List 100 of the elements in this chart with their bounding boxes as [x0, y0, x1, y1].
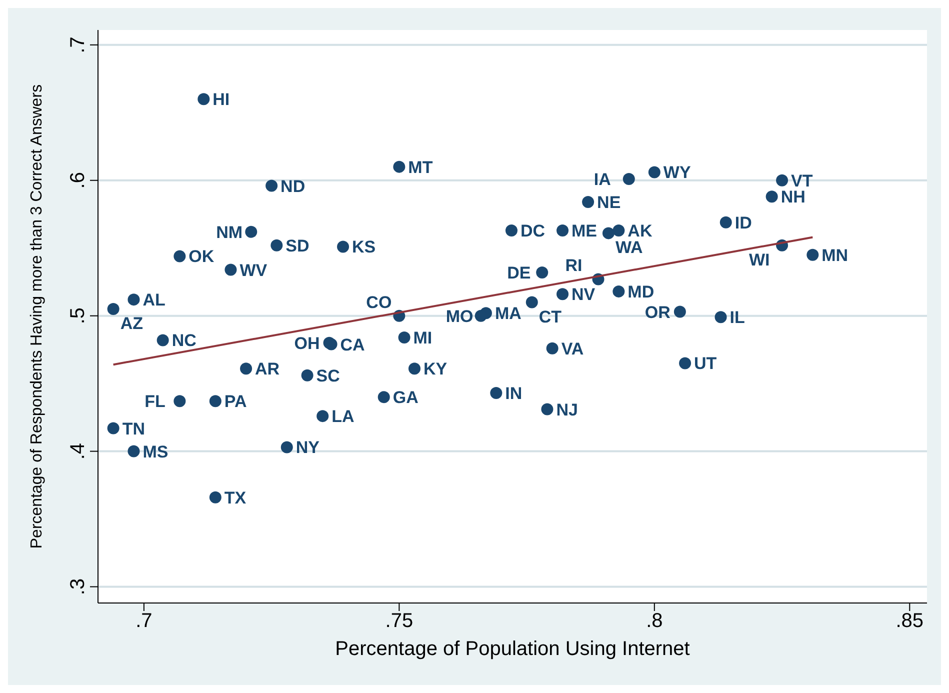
- annotation: NC: [172, 331, 196, 350]
- annotation: CT: [538, 307, 562, 326]
- annotation: DE: [507, 263, 531, 282]
- point: [280, 441, 293, 454]
- point: [128, 294, 140, 306]
- point: [776, 174, 788, 186]
- annotation: KS: [352, 238, 376, 257]
- point: [766, 190, 778, 203]
- annotation: ND: [280, 176, 306, 196]
- annotation: IN: [505, 384, 522, 404]
- annotation: PA: [224, 392, 247, 412]
- annotation: OK: [188, 247, 215, 266]
- point: [301, 369, 314, 382]
- y-tick-label: .4: [67, 442, 89, 460]
- annotation: AL: [142, 290, 166, 310]
- annotation: WV: [240, 260, 268, 280]
- annotation: LA: [332, 407, 354, 426]
- point: [198, 93, 210, 106]
- annotation: WI: [749, 250, 770, 270]
- annotation: MS: [142, 442, 168, 462]
- annotation: SD: [286, 236, 310, 256]
- annotation: DC: [520, 221, 546, 240]
- point: [240, 362, 252, 375]
- point: [245, 226, 258, 238]
- annotation: FL: [144, 392, 166, 412]
- x-tick-label: .75: [385, 610, 414, 632]
- point: [720, 216, 732, 228]
- annotation: TX: [224, 488, 247, 508]
- annotation: NY: [296, 438, 320, 458]
- annotation: GA: [392, 388, 418, 408]
- annotation: CA: [340, 335, 365, 354]
- point: [679, 357, 692, 370]
- y-axis-title: Percentage of Respondents Having more than 3 Correct Answers: [28, 84, 46, 549]
- point: [128, 445, 140, 458]
- point: [174, 395, 186, 408]
- annotation: WA: [615, 238, 643, 258]
- point: [378, 391, 390, 404]
- y-tick-label: .6: [67, 172, 89, 189]
- annotation: WY: [663, 163, 692, 182]
- point: [266, 180, 278, 192]
- annotation: NJ: [556, 400, 578, 420]
- annotation: MA: [494, 304, 522, 324]
- annotation: NH: [780, 188, 806, 207]
- point: [174, 250, 186, 262]
- point: [156, 334, 169, 346]
- annotation: AZ: [120, 314, 143, 334]
- point: [556, 224, 569, 236]
- point: [546, 342, 558, 354]
- annotation: MO: [446, 306, 474, 326]
- point: [556, 288, 569, 300]
- point: [337, 240, 350, 253]
- annotation: KY: [423, 360, 448, 379]
- annotation: NM: [216, 222, 243, 242]
- point: [612, 224, 625, 236]
- y-tick-label: .5: [67, 307, 89, 324]
- annotation: ME: [572, 221, 598, 240]
- point: [505, 224, 518, 236]
- annotation: IL: [730, 308, 745, 328]
- annotation: TN: [122, 419, 145, 438]
- point: [622, 173, 635, 186]
- annotation: RI: [565, 256, 582, 276]
- annotation: VA: [561, 339, 584, 358]
- point: [612, 285, 625, 298]
- annotation: AR: [255, 360, 280, 379]
- point: [408, 362, 420, 375]
- point: [224, 264, 237, 276]
- annotation: MD: [628, 282, 654, 302]
- point: [474, 310, 487, 322]
- annotation: MT: [408, 158, 434, 177]
- point: [209, 491, 222, 504]
- annotation: OH: [294, 334, 320, 353]
- point: [316, 410, 329, 422]
- annotation: NV: [572, 285, 596, 304]
- x-tick-label: .8: [646, 610, 663, 632]
- point: [393, 160, 406, 173]
- x-axis-title: Percentage of Population Using Internet: [335, 638, 690, 660]
- point: [648, 166, 660, 178]
- point: [541, 403, 554, 416]
- point: [806, 248, 819, 261]
- x-tick-label: .85: [896, 610, 924, 632]
- annotation: NE: [597, 193, 621, 212]
- point: [107, 422, 120, 434]
- point: [209, 395, 222, 408]
- point: [674, 306, 686, 318]
- annotation: VT: [791, 171, 814, 190]
- point: [490, 387, 502, 400]
- annotation: AK: [628, 221, 653, 240]
- point: [714, 311, 727, 324]
- point: [270, 239, 283, 252]
- annotation: ID: [734, 213, 752, 232]
- y-tick-label: .3: [67, 578, 89, 596]
- point: [536, 266, 548, 278]
- point: [602, 227, 614, 240]
- annotation: IA: [594, 170, 611, 190]
- point: [398, 331, 410, 344]
- annotation: UT: [694, 354, 718, 374]
- annotation: MI: [413, 328, 432, 348]
- annotation: HI: [212, 90, 230, 110]
- annotation: MN: [822, 246, 848, 265]
- point: [107, 303, 120, 316]
